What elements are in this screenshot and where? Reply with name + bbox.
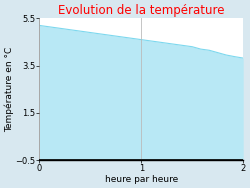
- X-axis label: heure par heure: heure par heure: [105, 175, 178, 184]
- Y-axis label: Température en °C: Température en °C: [4, 47, 14, 132]
- Title: Evolution de la température: Evolution de la température: [58, 4, 224, 17]
